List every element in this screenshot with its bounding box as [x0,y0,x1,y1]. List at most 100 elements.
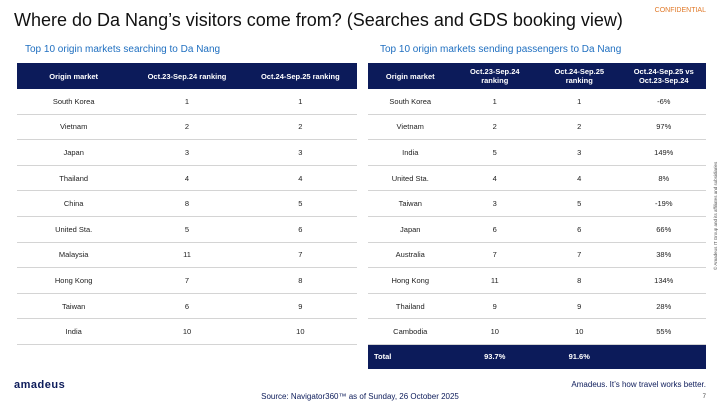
table-row: India 10 10 [17,318,357,345]
header-row: Origin market Oct.23-Sep.24 ranking Oct.24… [368,63,706,89]
table-cell: 4 [452,165,537,192]
table-row: United Sta. 4 4 8% [368,165,706,192]
table-cell: 7 [130,267,244,294]
tagline: Amadeus. It’s how travel works better. [571,380,706,389]
table-cell: 1 [452,89,537,115]
total-cell: 91.6% [537,344,622,369]
table-row: Vietnam 2 2 97% [368,114,706,141]
table-cell: 3 [130,139,244,166]
table-cell: 3 [243,139,357,166]
table-cell: Hong Kong [17,267,131,294]
table-cell: India [17,318,131,345]
table-cell: India [368,139,453,166]
table-cell: 4 [243,165,357,192]
table-cell: 10 [243,318,357,345]
table-row: India 5 3 149% [368,139,706,166]
table-cell: Japan [368,216,453,243]
table-row: Cambodia 10 10 55% [368,318,706,345]
table-cell: 4 [537,165,622,192]
table-cell: 6 [452,216,537,243]
table-cell: United Sta. [17,216,131,243]
right-table: Origin market Oct.23-Sep.24 ranking Oct.24… [368,63,706,369]
table-cell: Australia [368,242,453,269]
table-cell: 2 [452,114,537,141]
total-cell: 93.7% [452,344,537,369]
table-cell: 2 [130,114,244,141]
page-number: 7 [702,394,706,400]
table-cell: 38% [621,242,706,269]
table-row: Thailand 4 4 [17,165,357,192]
total-cell: Total [368,344,453,369]
table-cell: 5 [243,190,357,217]
table-cell: 10 [452,318,537,345]
header-cell: Oct.24-Sep.25 ranking [537,63,622,89]
table-row: China 8 5 [17,190,357,217]
header-cell: Origin market [17,63,131,89]
table-cell: Cambodia [368,318,453,345]
confidential-label: CONFIDENTIAL [654,7,706,14]
table-cell: South Korea [17,89,131,115]
table-cell: 97% [621,114,706,141]
table-cell: 2 [243,114,357,141]
table-cell: Hong Kong [368,267,453,294]
table-row: Thailand 9 9 28% [368,293,706,320]
left-table: Origin market Oct.23-Sep.24 ranking Oct.24… [17,63,357,345]
table-row: Hong Kong 7 8 [17,267,357,294]
table-cell: 9 [243,293,357,320]
slide-title: Where do Da Nang’s visitors come from? (… [14,10,623,30]
table-cell: 8 [130,190,244,217]
table-cell: 5 [452,139,537,166]
table-cell: Japan [17,139,131,166]
table-cell: 10 [130,318,244,345]
table-row: South Korea 1 1 [17,89,357,115]
header-cell: Oct.24-Sep.25 vs Oct.23-Sep.24 [621,63,706,89]
copyright: © Amadeus IT Group and its affiliates an… [713,161,718,270]
table-cell: 1 [243,89,357,115]
table-cell: Thailand [368,293,453,320]
table-cell: 66% [621,216,706,243]
table-row: South Korea 1 1 -6% [368,89,706,115]
table-cell: Thailand [17,165,131,192]
table-cell: -19% [621,190,706,217]
table-cell: 10 [537,318,622,345]
table-cell: 9 [537,293,622,320]
table-cell: 5 [130,216,244,243]
table-cell: 7 [537,242,622,269]
table-cell: 149% [621,139,706,166]
table-cell: 11 [130,242,244,269]
table-cell: 55% [621,318,706,345]
table-row: Japan 6 6 66% [368,216,706,243]
table-cell: 7 [243,242,357,269]
table-row: Japan 3 3 [17,139,357,166]
table-row: Malaysia 11 7 [17,242,357,269]
table-row: Australia 7 7 38% [368,242,706,269]
header-cell: Oct.23-Sep.24 ranking [130,63,244,89]
table-row: Vietnam 2 2 [17,114,357,141]
header-cell: Oct.24-Sep.25 ranking [243,63,357,89]
table-cell: Taiwan [368,190,453,217]
table-cell: 9 [452,293,537,320]
table-row: United Sta. 5 6 [17,216,357,243]
header-row: Origin market Oct.23-Sep.24 ranking Oct.24… [17,63,357,89]
table-cell: 6 [243,216,357,243]
table-cell: -6% [621,89,706,115]
table-row: Hong Kong 11 8 134% [368,267,706,294]
table-cell: 4 [130,165,244,192]
table-cell: 134% [621,267,706,294]
table-cell: 8 [537,267,622,294]
table-cell: 2 [537,114,622,141]
table-cell: 5 [537,190,622,217]
table-row: Taiwan 3 5 -19% [368,190,706,217]
table-cell: 8 [243,267,357,294]
table-cell: Taiwan [17,293,131,320]
table-cell: China [17,190,131,217]
table-cell: 3 [452,190,537,217]
table-cell: 1 [130,89,244,115]
table-cell: United Sta. [368,165,453,192]
source-note: Source: Navigator360™ as of Sunday, 26 O… [261,392,459,401]
left-table-title: Top 10 origin markets searching to Da Na… [25,44,221,55]
header-cell: Origin market [368,63,453,89]
logo: amadeus [14,379,66,391]
right-table-title: Top 10 origin markets sending passengers… [380,44,622,55]
